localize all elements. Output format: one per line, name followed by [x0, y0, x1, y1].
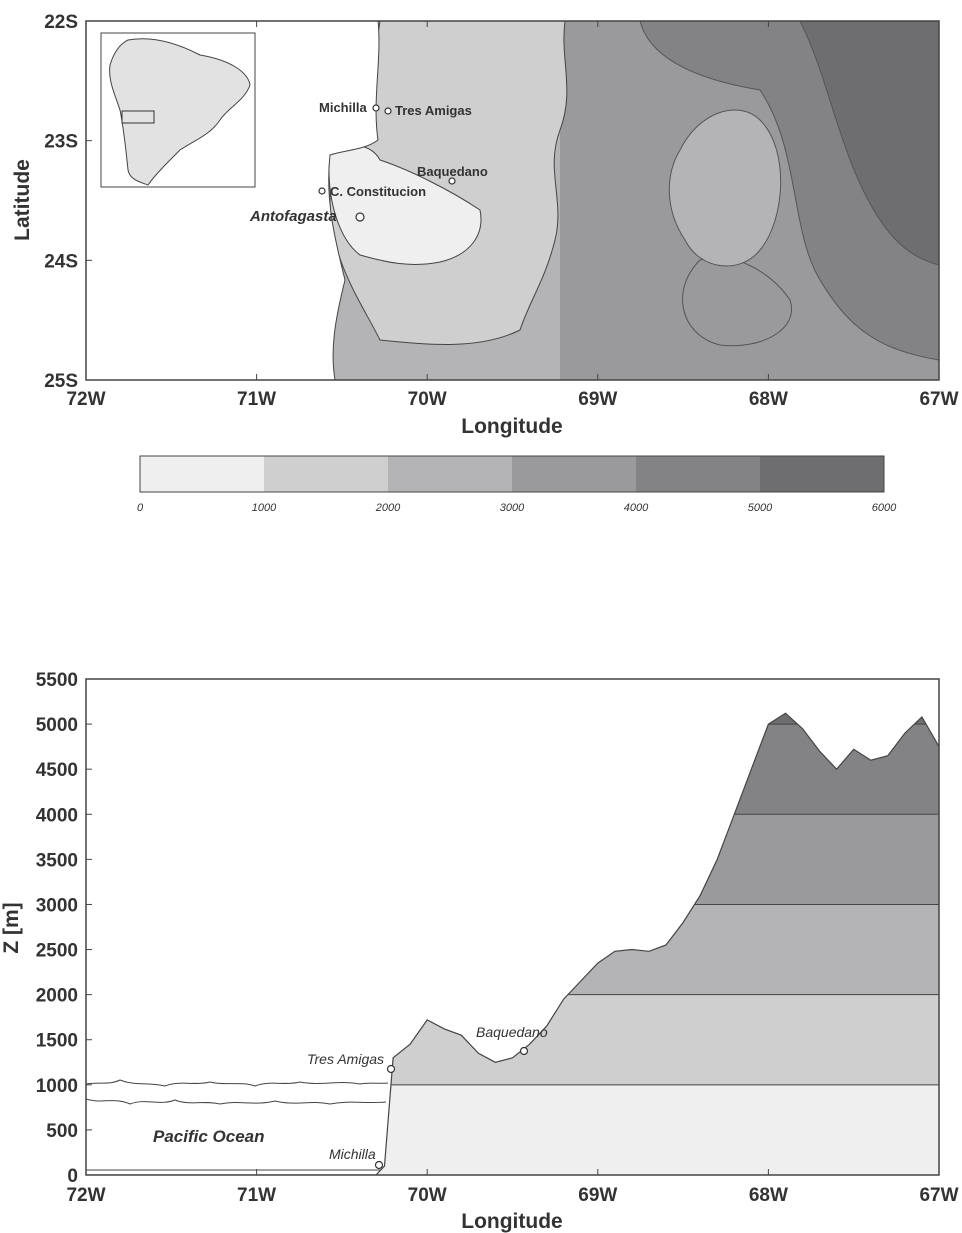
profile-x-tick-label: 72W	[66, 1185, 105, 1206]
pacific-ocean-label: Pacific Ocean	[153, 1127, 265, 1146]
profile-annotations: Pacific Ocean Tres Amigas Baquedano Mich…	[153, 1024, 548, 1170]
profile-band	[86, 904, 939, 995]
profile-y-tick-label: 1500	[36, 1031, 78, 1052]
profile-band	[86, 713, 939, 725]
baquedano-marker	[448, 177, 456, 185]
antofagasta-marker	[355, 212, 365, 222]
map-x-tick-label: 72W	[66, 389, 105, 410]
profile-band	[86, 724, 939, 815]
profile-band	[86, 814, 939, 905]
profile-y-tick-label: 2500	[36, 941, 78, 962]
profile-y-tick-label: 1000	[36, 1076, 78, 1097]
baquedano-point	[519, 1046, 529, 1056]
profile-x-tick-label: 69W	[578, 1185, 617, 1206]
profile-y-tick-label: 3500	[36, 850, 78, 871]
map-y-axis: 22S 23S 24S 25S	[44, 12, 92, 392]
tres-amigas-point	[386, 1064, 396, 1074]
tres-amigas-annotation: Tres Amigas	[307, 1051, 384, 1067]
profile-x-axis-label: Longitude	[461, 1210, 562, 1233]
wave-line-upper	[86, 1079, 389, 1087]
profile-y-tick-label: 5000	[36, 715, 78, 736]
tres-amigas-label: Tres Amigas	[395, 103, 472, 118]
profile-y-tick-label: 4500	[36, 760, 78, 781]
profile-frame	[85, 678, 940, 1176]
terrain-line	[86, 712, 939, 1175]
colorbar-segment	[760, 456, 884, 492]
michilla-point	[374, 1160, 384, 1170]
profile-x-tick-label: 71W	[237, 1185, 276, 1206]
tres-amigas-marker	[384, 107, 392, 115]
profile-y-axis: 5500500045004000350030002500200015001000…	[36, 670, 92, 1187]
profile-y-tick-label: 3000	[36, 895, 78, 916]
map-x-tick-label: 71W	[237, 389, 276, 410]
map-y-tick-label: 22S	[44, 12, 78, 33]
map-x-tick-label: 69W	[578, 389, 617, 410]
south-america-inset	[100, 32, 256, 188]
map-frame	[85, 20, 940, 381]
map-band-0-1000	[328, 144, 482, 265]
elevation-map	[86, 21, 939, 380]
map-y-axis-label: Latitude	[11, 159, 34, 241]
colorbar-segment	[512, 456, 636, 492]
michilla-label: Michilla	[319, 100, 367, 115]
wave-line-lower	[86, 1098, 387, 1105]
baquedano-label: Baquedano	[417, 164, 488, 179]
colorbar-segment	[140, 456, 264, 492]
colorbar-tick-label: 3000	[500, 502, 525, 514]
map-y-tick-label: 23S	[44, 132, 78, 153]
profile-y-tick-label: 2000	[36, 986, 78, 1007]
map-x-tick-label: 68W	[749, 389, 788, 410]
c-constitucion-label: C. Constitucion	[330, 184, 426, 199]
map-y-tick-label: 25S	[44, 371, 78, 392]
profile-x-tick-label: 67W	[919, 1185, 958, 1206]
profile-bands	[86, 713, 939, 1175]
map-x-tick-label: 70W	[408, 389, 447, 410]
profile-y-tick-label: 5500	[36, 670, 78, 691]
colorbar-tick-label: 4000	[624, 502, 649, 514]
map-band-3000-4000-lobe	[682, 256, 793, 347]
colorbar-tick-label: 0	[137, 502, 144, 514]
profile-y-tick-label: 500	[46, 1121, 78, 1142]
map-x-axis-label: Longitude	[461, 415, 562, 438]
colorbar-tick-label: 1000	[252, 502, 277, 514]
colorbar-tick-label: 6000	[872, 502, 897, 514]
profile-y-tick-label: 4000	[36, 805, 78, 826]
south-america-outline	[109, 38, 251, 186]
michilla-marker	[372, 104, 380, 112]
profile-ocean-lines	[86, 1079, 389, 1171]
profile-x-tick-label: 68W	[749, 1185, 788, 1206]
map-x-tick-label: 67W	[919, 389, 958, 410]
colorbar-frame	[139, 455, 885, 493]
colorbar: 0 1000 2000 3000 4000 5000 6000	[137, 455, 897, 514]
colorbar-segment	[388, 456, 512, 492]
colorbar-tick-label: 2000	[375, 502, 401, 514]
antofagasta-label: Antofagasta	[249, 208, 337, 225]
c-constitucion-marker	[318, 187, 326, 195]
map-band-5000-6000	[799, 21, 939, 266]
profile-y-axis-label: Z [m]	[0, 902, 23, 953]
profile-x-axis: 72W 71W 70W 69W 68W 67W	[66, 1169, 959, 1206]
colorbar-segment	[636, 456, 760, 492]
colorbar-segment	[264, 456, 388, 492]
profile-y-tick-label: 0	[67, 1166, 78, 1187]
elevation-profile	[86, 712, 939, 1175]
baquedano-annotation: Baquedano	[476, 1024, 548, 1040]
map-places: Michilla Tres Amigas Baquedano C. Consti…	[249, 100, 488, 225]
colorbar-tick-label: 5000	[748, 502, 773, 514]
michilla-annotation: Michilla	[329, 1146, 376, 1162]
map-y-tick-label: 24S	[44, 251, 78, 272]
profile-x-tick-label: 70W	[408, 1185, 447, 1206]
map-x-axis: 72W 71W 70W 69W 68W 67W	[66, 21, 959, 410]
study-area-box	[121, 110, 155, 124]
map-band-2000-3000-basin	[668, 109, 782, 267]
